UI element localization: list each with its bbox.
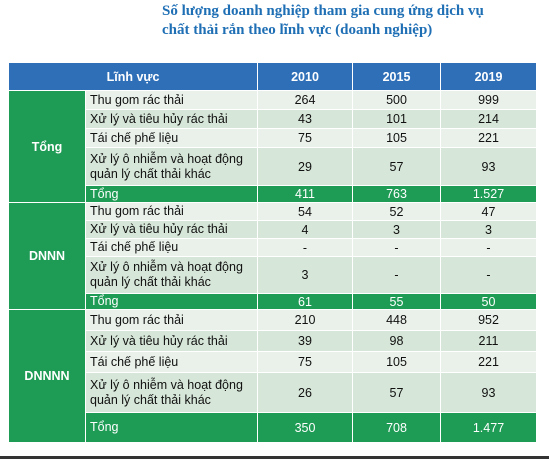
value-2019: 93: [440, 147, 537, 186]
field-cell: Thu gom rác thải: [85, 90, 258, 110]
table-row: Xử lý và tiêu hủy rác thải 43 101 214: [9, 109, 537, 129]
total-2010: 350: [257, 412, 353, 443]
header-field: Lĩnh vực: [8, 62, 258, 91]
total-2010: 61: [257, 293, 353, 310]
table-row: Xử lý và tiêu hủy rác thải 4 3 3: [9, 220, 537, 239]
value-2015: 3: [352, 220, 441, 239]
value-2019: 93: [440, 372, 537, 413]
field-cell: Xử lý ô nhiễm và hoạt động quản lý chất …: [85, 147, 258, 186]
value-2010: 4: [257, 220, 353, 239]
value-2010: 3: [257, 256, 353, 294]
table-row: Xử lý ô nhiễm và hoạt động quản lý chất …: [9, 147, 537, 186]
value-2010: 43: [257, 109, 353, 129]
field-cell: Tái chế phế liệu: [85, 128, 258, 148]
value-2010: 210: [257, 309, 353, 331]
total-row: Tổng 411 763 1.527: [9, 185, 537, 203]
value-2015: 52: [352, 202, 441, 221]
value-2015: 101: [352, 109, 441, 129]
table-row: Tái chế phế liệu - - -: [9, 238, 537, 257]
field-cell: Thu gom rác thải: [85, 202, 258, 221]
total-label: Tổng: [85, 412, 258, 443]
total-row: Tổng 350 708 1.477: [9, 412, 537, 443]
total-2019: 1.477: [440, 412, 537, 443]
field-cell: Xử lý và tiêu hủy rác thải: [85, 330, 258, 352]
value-2015: 105: [352, 351, 441, 373]
total-2015: 708: [352, 412, 441, 443]
total-2019: 50: [440, 293, 537, 310]
table-title: Số lượng doanh nghiệp tham gia cung ứng …: [162, 2, 542, 40]
title-line-2: chất thải rắn theo lĩnh vực (doanh nghiệ…: [162, 22, 433, 38]
table-row: Tái chế phế liệu 75 105 221: [9, 128, 537, 148]
value-2019: -: [440, 256, 537, 294]
value-2015: 57: [352, 147, 441, 186]
enterprise-table: Lĩnh vực 2010 2015 2019 Tổng Thu gom rác…: [8, 62, 537, 443]
value-2019: -: [440, 238, 537, 257]
table-row: Xử lý ô nhiễm và hoạt động quản lý chất …: [9, 256, 537, 294]
bottom-border: [0, 456, 549, 459]
value-2015: 448: [352, 309, 441, 331]
table-row: DNNN Thu gom rác thải 54 52 47: [8, 202, 537, 310]
group-label-dnnnn: DNNNN: [8, 309, 86, 443]
value-2010: 75: [257, 128, 353, 148]
total-2015: 763: [352, 185, 441, 203]
total-2019: 1.527: [440, 185, 537, 203]
value-2019: 952: [440, 309, 537, 331]
group-label-dnnn: DNNN: [8, 202, 86, 310]
total-row: Tổng 61 55 50: [9, 293, 537, 310]
value-2010: 39: [257, 330, 353, 352]
value-2015: -: [352, 256, 441, 294]
field-cell: Xử lý và tiêu hủy rác thải: [85, 220, 258, 239]
value-2015: 500: [352, 90, 441, 110]
value-2010: -: [257, 238, 353, 257]
total-2015: 55: [352, 293, 441, 310]
table-row: Tái chế phế liệu 75 105 221: [9, 351, 537, 373]
value-2010: 54: [257, 202, 353, 221]
header-row: Lĩnh vực 2010 2015 2019: [8, 62, 537, 91]
header-2015: 2015: [352, 62, 441, 91]
table-row: Tổng Thu gom rác thải 264 500 999: [8, 90, 537, 203]
header-2019: 2019: [440, 62, 537, 91]
total-label: Tổng: [85, 185, 258, 203]
value-2019: 221: [440, 351, 537, 373]
table-row: DNNNN Thu gom rác thải 210 448 952: [8, 309, 537, 443]
total-2010: 411: [257, 185, 353, 203]
value-2010: 264: [257, 90, 353, 110]
value-2019: 214: [440, 109, 537, 129]
field-cell: Xử lý và tiêu hủy rác thải: [85, 109, 258, 129]
header-2010: 2010: [257, 62, 353, 91]
field-cell: Xử lý ô nhiễm và hoạt động quản lý chất …: [85, 372, 258, 413]
value-2015: 57: [352, 372, 441, 413]
total-label: Tổng: [85, 293, 258, 310]
value-2019: 47: [440, 202, 537, 221]
value-2015: 105: [352, 128, 441, 148]
field-cell: Thu gom rác thải: [85, 309, 258, 331]
value-2019: 221: [440, 128, 537, 148]
field-cell: Xử lý ô nhiễm và hoạt động quản lý chất …: [85, 256, 258, 294]
table-row: Xử lý và tiêu hủy rác thải 39 98 211: [9, 330, 537, 352]
field-cell: Tái chế phế liệu: [85, 351, 258, 373]
title-line-1: Số lượng doanh nghiệp tham gia cung ứng …: [162, 3, 484, 19]
value-2019: 999: [440, 90, 537, 110]
table-row: Xử lý ô nhiễm và hoạt động quản lý chất …: [9, 372, 537, 413]
field-cell: Tái chế phế liệu: [85, 238, 258, 257]
value-2010: 29: [257, 147, 353, 186]
value-2019: 3: [440, 220, 537, 239]
group-label-tong: Tổng: [8, 90, 86, 203]
value-2010: 75: [257, 351, 353, 373]
value-2015: -: [352, 238, 441, 257]
value-2019: 211: [440, 330, 537, 352]
value-2015: 98: [352, 330, 441, 352]
value-2010: 26: [257, 372, 353, 413]
